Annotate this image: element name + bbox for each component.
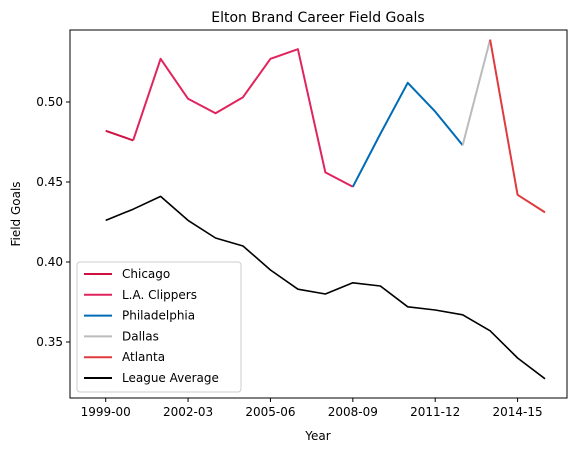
y-axis-label: Field Goals (9, 181, 23, 246)
x-tick-label: 2005-06 (245, 405, 295, 419)
legend-entry: Philadelphia (122, 309, 195, 323)
y-tick-label: 0.35 (36, 335, 63, 349)
plot-frame (69, 29, 568, 399)
series-line-0 (105, 129, 134, 142)
x-tick-label: 2002-03 (163, 405, 213, 419)
x-axis-label: Year (304, 429, 330, 443)
legend-entry: L.A. Clippers (122, 288, 197, 302)
legend-entry: Dallas (122, 329, 159, 343)
legend-entry: Atlanta (122, 350, 165, 364)
legend: Chicago L.A. Clippers Philadelphia Dallas At… (76, 261, 242, 393)
legend-entry: Chicago (122, 267, 170, 281)
x-tick-label: 1999-00 (81, 405, 131, 419)
series-line-3 (461, 39, 492, 146)
x-tick-label: 2008-09 (328, 405, 378, 419)
x-tick-label: 2011-12 (410, 405, 460, 419)
y-tick-label: 0.40 (36, 255, 63, 269)
y-tick-label: 0.50 (36, 95, 63, 109)
series-line-4 (489, 39, 546, 214)
legend-entry: League Average (122, 371, 219, 385)
series-line-5 (105, 195, 546, 380)
legend-box (76, 261, 242, 393)
series-layer (105, 39, 546, 380)
y-tick-label: 0.45 (36, 175, 63, 189)
x-axis: 1999-00 2002-03 2005-06 2008-09 2011-12 2014-… (81, 398, 543, 419)
chart-title: Elton Brand Career Field Goals (211, 10, 424, 26)
y-axis: 0.35 0.40 0.45 0.50 (36, 95, 70, 349)
x-tick-label: 2014-15 (493, 405, 543, 419)
series-line-1 (132, 48, 354, 188)
series-line-2 (351, 81, 464, 188)
